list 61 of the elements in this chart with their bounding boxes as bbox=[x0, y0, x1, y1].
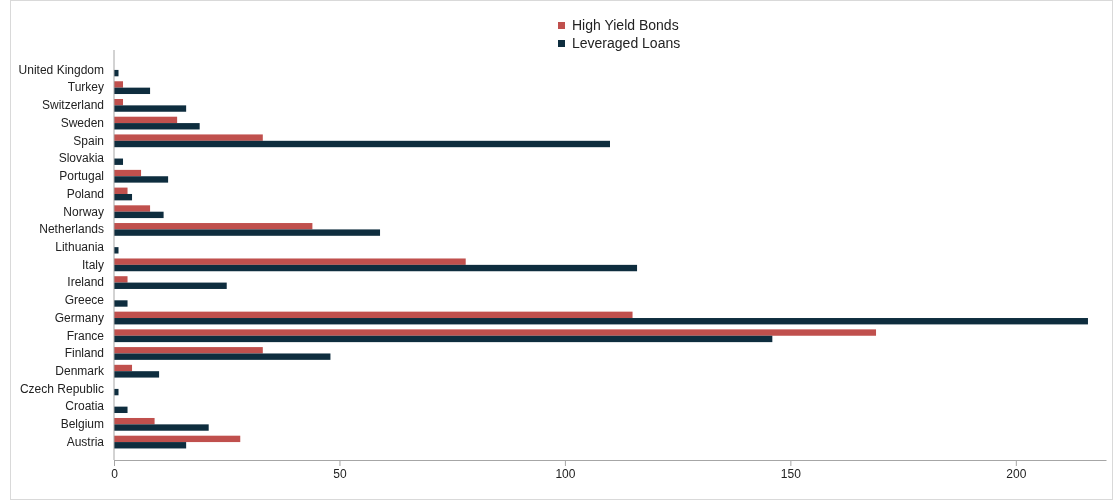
bar bbox=[114, 176, 169, 183]
bar bbox=[114, 282, 227, 289]
bar bbox=[114, 247, 119, 254]
bar bbox=[114, 424, 209, 431]
y-tick-label: Germany bbox=[54, 310, 104, 325]
y-tick-label: Italy bbox=[81, 257, 104, 272]
y-tick-label: Portugal bbox=[59, 169, 104, 184]
bar bbox=[114, 258, 466, 265]
bar bbox=[114, 140, 610, 148]
bar bbox=[114, 406, 128, 414]
y-tick-label: Norway bbox=[63, 204, 104, 219]
bar bbox=[114, 229, 381, 236]
bar bbox=[114, 442, 187, 449]
bar bbox=[114, 335, 773, 343]
y-tick-label: Belgium bbox=[60, 417, 104, 432]
bar bbox=[114, 123, 200, 130]
y-tick-label: Austria bbox=[66, 434, 105, 449]
y-tick-label: Turkey bbox=[67, 80, 104, 95]
bar bbox=[114, 329, 877, 336]
x-tick-label: 100 bbox=[555, 466, 576, 481]
bar bbox=[114, 223, 313, 230]
y-tick-label: Ireland bbox=[67, 275, 104, 290]
bar bbox=[114, 134, 263, 141]
bar bbox=[114, 353, 331, 360]
x-tick-label: 150 bbox=[780, 466, 802, 481]
bar bbox=[114, 371, 160, 378]
bar bbox=[114, 311, 633, 319]
y-tick-label: Lithuania bbox=[55, 239, 105, 254]
y-tick-label: Netherlands bbox=[39, 222, 104, 237]
bar bbox=[114, 417, 155, 425]
x-tick-label: 0 bbox=[111, 466, 119, 481]
y-tick-label: Finland bbox=[64, 346, 104, 361]
bar bbox=[114, 276, 128, 283]
x-tick-label: 200 bbox=[1006, 466, 1027, 481]
y-tick-label: Switzerland bbox=[41, 98, 104, 113]
bar bbox=[114, 169, 142, 177]
bar bbox=[114, 87, 151, 95]
legend-label: High Yield Bonds bbox=[572, 17, 679, 33]
y-tick-label: Slovakia bbox=[58, 151, 105, 166]
y-tick-label: Croatia bbox=[65, 399, 105, 414]
bar bbox=[114, 81, 124, 88]
y-tick-label: Spain bbox=[73, 133, 104, 148]
bar bbox=[114, 116, 178, 124]
legend-label: Leveraged Loans bbox=[572, 35, 681, 51]
y-tick-label: Greece bbox=[64, 293, 105, 308]
y-tick-label: United Kingdom bbox=[18, 62, 104, 77]
y-tick-label: France bbox=[66, 328, 105, 343]
y-tick-label: Denmark bbox=[55, 364, 105, 379]
bar bbox=[114, 187, 128, 194]
y-tick-label: Czech Republic bbox=[19, 381, 104, 396]
bar bbox=[114, 318, 1088, 325]
bar bbox=[114, 435, 241, 443]
y-tick-label: Poland bbox=[66, 186, 104, 201]
bar bbox=[114, 205, 151, 212]
y-tick-label: Sweden bbox=[60, 115, 104, 130]
bar bbox=[114, 300, 128, 307]
bar bbox=[114, 211, 164, 219]
bar bbox=[114, 105, 187, 112]
bar bbox=[114, 264, 638, 272]
x-tick-label: 50 bbox=[333, 466, 347, 481]
bar bbox=[114, 347, 263, 354]
